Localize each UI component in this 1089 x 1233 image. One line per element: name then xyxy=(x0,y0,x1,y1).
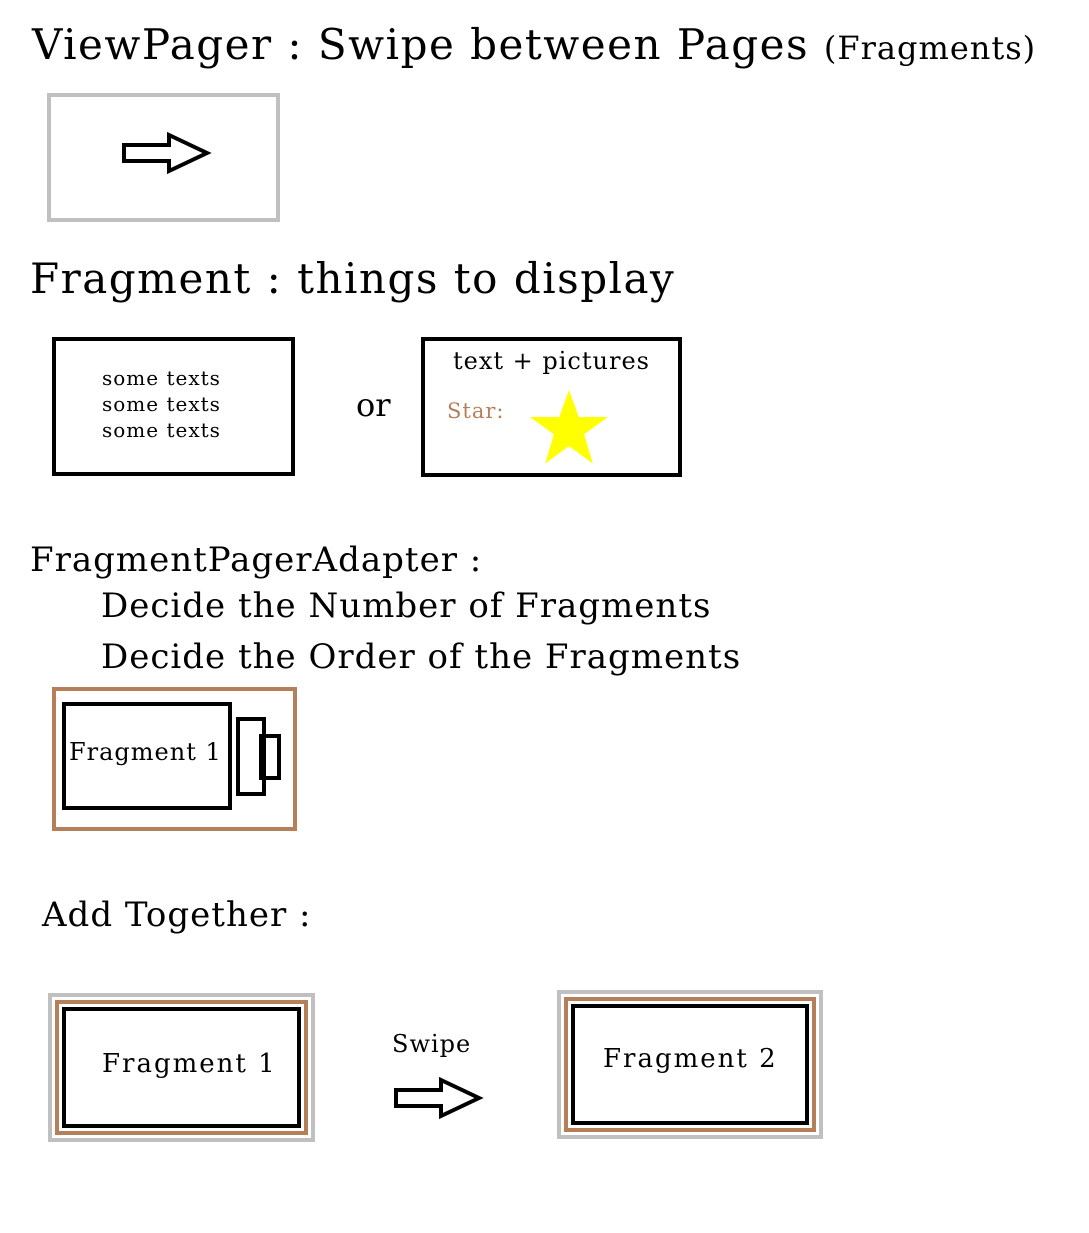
stacked-page-3 xyxy=(259,734,281,780)
right-adapter-frame: Fragment 2 xyxy=(564,997,816,1132)
swipe-label: Swipe xyxy=(392,1030,472,1058)
viewpager-heading: ViewPager : Swipe between Pages (Fragmen… xyxy=(32,20,1036,69)
left-pager-frame: Fragment 1 xyxy=(48,993,315,1142)
left-fragment-label: Fragment 1 xyxy=(102,1049,277,1079)
adapter-fragment-label: Fragment 1 xyxy=(69,738,222,766)
together-heading: Add Together : xyxy=(42,895,312,935)
adapter-fragment-page: Fragment 1 xyxy=(62,702,232,810)
text-line-3: some texts xyxy=(102,418,221,442)
pictures-title: text + pictures xyxy=(453,347,650,375)
viewpager-heading-main: ViewPager : Swipe between Pages xyxy=(32,20,810,69)
viewpager-box xyxy=(47,93,280,222)
star-icon xyxy=(529,390,609,464)
or-label: or xyxy=(356,386,391,424)
adapter-line-2: Decide the Order of the Fragments xyxy=(101,637,742,677)
fragment-heading: Fragment : things to display xyxy=(30,254,676,303)
right-fragment-page: Fragment 2 xyxy=(571,1004,809,1125)
left-adapter-frame: Fragment 1 xyxy=(55,1000,308,1135)
right-pager-frame: Fragment 2 xyxy=(557,990,823,1139)
stacked-page-2 xyxy=(236,717,266,796)
text-line-2: some texts xyxy=(102,392,221,416)
star-label: Star: xyxy=(447,399,505,423)
text-line-1: some texts xyxy=(102,366,221,390)
right-fragment-label: Fragment 2 xyxy=(603,1044,778,1074)
text-fragment-box: some texts some texts some texts xyxy=(52,337,295,476)
picture-fragment-box: text + pictures Star: xyxy=(421,337,682,477)
adapter-box: Fragment 1 xyxy=(52,687,297,831)
viewpager-heading-suffix: (Fragments) xyxy=(823,29,1037,67)
adapter-line-1: Decide the Number of Fragments xyxy=(101,586,712,626)
left-fragment-page: Fragment 1 xyxy=(62,1007,301,1128)
swipe-arrow-icon xyxy=(394,1076,484,1120)
adapter-heading: FragmentPagerAdapter : xyxy=(30,540,483,580)
right-arrow-icon xyxy=(122,131,212,175)
